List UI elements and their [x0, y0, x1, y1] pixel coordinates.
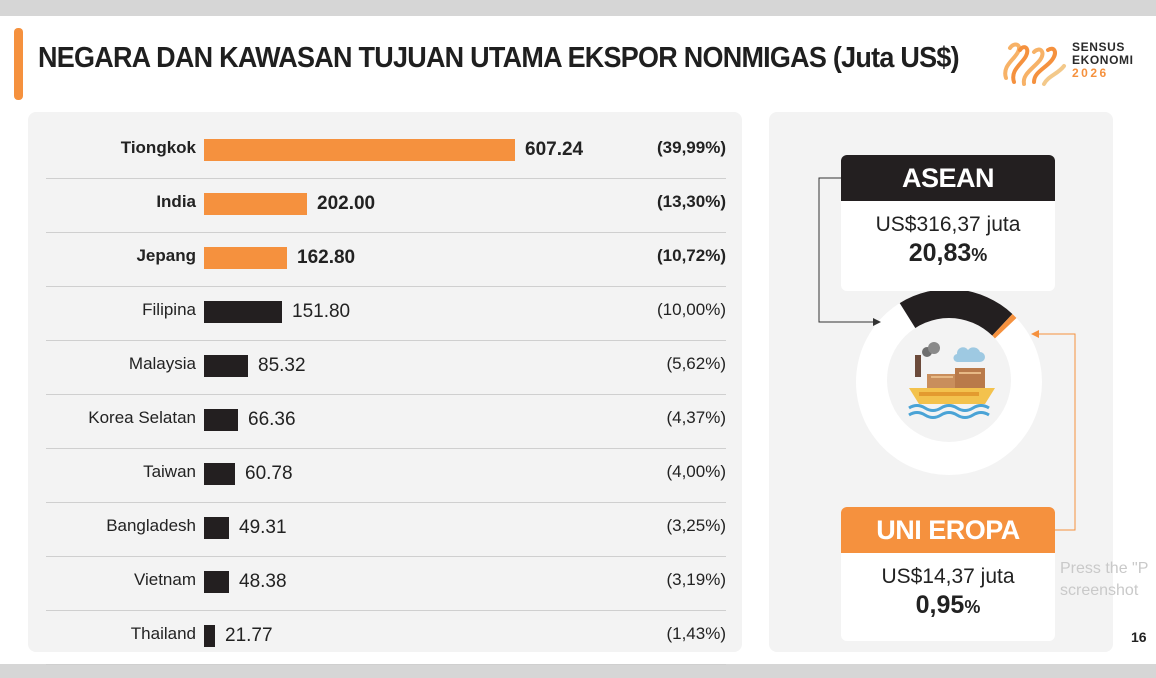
- eu-share-sign: %: [964, 597, 981, 617]
- overlay-hint-line-1: Press the "P: [1060, 560, 1149, 577]
- data-label: 85.32: [258, 355, 306, 376]
- logo-line-3: 2026: [1072, 66, 1109, 80]
- bar-mark: [204, 193, 307, 215]
- bar-mark: [204, 571, 229, 593]
- title-accent-bar: [14, 28, 23, 100]
- row-divider: [46, 664, 726, 665]
- region-gauge: [818, 177, 1076, 531]
- data-label: 202.00: [317, 193, 376, 214]
- category-label: Filipina: [142, 300, 196, 319]
- logo-line-2: EKONOMI: [1072, 53, 1134, 67]
- eu-share: 0,95%: [841, 591, 1055, 620]
- data-label: 66.36: [248, 409, 296, 430]
- category-label: Vietnam: [133, 570, 196, 589]
- data-label: 607.24: [525, 139, 584, 160]
- asean-share-sign: %: [971, 245, 988, 265]
- eu-share-number: 0,95: [915, 591, 965, 619]
- asean-amount: US$316,37 juta: [875, 213, 1021, 236]
- row-divider: [46, 610, 726, 611]
- share-label: (10,72%): [657, 246, 726, 265]
- category-label: Malaysia: [128, 354, 196, 373]
- share-label: (39,99%): [657, 138, 726, 157]
- bar-mark: [204, 247, 287, 269]
- gauge-asean-arc: [899, 289, 1013, 337]
- category-label: Korea Selatan: [88, 408, 196, 427]
- overlay-hint-line-2: screenshot: [1060, 582, 1139, 599]
- asean-card-header: ASEAN: [841, 155, 1055, 201]
- share-label: (4,37%): [666, 408, 726, 427]
- cargo-ship-icon: [908, 342, 995, 419]
- category-label: Tiongkok: [120, 138, 196, 157]
- data-label: 151.80: [292, 301, 351, 322]
- share-label: (3,19%): [666, 570, 726, 589]
- logo-line-1: SENSUS: [1072, 40, 1125, 54]
- chart-row: Malaysia 85.32 (5,62%): [46, 341, 726, 395]
- logo-text: SENSUS EKONOMI 2026: [1072, 41, 1134, 80]
- sensus-ekonomi-logo: SENSUS EKONOMI 2026: [1000, 38, 1140, 88]
- bar-mark: [204, 517, 229, 539]
- eu-card: UNI EROPA US$14,37 juta 0,95%: [841, 507, 1055, 641]
- row-divider: [46, 340, 726, 341]
- row-divider: [46, 502, 726, 503]
- page-title: NEGARA DAN KAWASAN TUJUAN UTAMA EKSPOR N…: [38, 42, 960, 74]
- slide: NEGARA DAN KAWASAN TUJUAN UTAMA EKSPOR N…: [0, 16, 1156, 665]
- bar-mark: [204, 409, 238, 431]
- bar-chart-panel: Tiongkok 607.24 (39,99%) India 202.00 (13,30%…: [28, 112, 742, 665]
- chart-row: Taiwan 60.78 (4,00%): [46, 449, 726, 503]
- category-label: Thailand: [130, 624, 196, 643]
- row-divider: [46, 556, 726, 557]
- data-label: 21.77: [225, 625, 273, 646]
- asean-connector-line: [818, 177, 874, 323]
- chart-row: Filipina 151.80 (10,00%): [46, 287, 726, 341]
- eu-connector-line: [1039, 333, 1076, 531]
- asean-card: ASEAN US$316,37 juta 20,83%: [841, 155, 1055, 291]
- asean-connector-arrowhead: [873, 318, 881, 326]
- bar-mark: [204, 301, 282, 323]
- share-label: (3,25%): [666, 516, 726, 535]
- row-divider: [46, 394, 726, 395]
- chart-row: Korea Selatan 66.36 (4,37%): [46, 395, 726, 449]
- share-label: (13,30%): [657, 192, 726, 211]
- chart-row: Vietnam 48.38 (3,19%): [46, 557, 726, 611]
- overlay-hint-text: Press the "P screenshot: [1060, 558, 1148, 602]
- eu-connector-arrowhead: [1031, 330, 1039, 338]
- row-divider: [46, 178, 726, 179]
- asean-share: 20,83%: [841, 239, 1055, 268]
- row-divider: [46, 286, 726, 287]
- bar-mark: [204, 355, 248, 377]
- bar-mark: [204, 463, 235, 485]
- category-label: Taiwan: [143, 462, 196, 481]
- data-label: 60.78: [245, 463, 293, 484]
- share-label: (4,00%): [666, 462, 726, 481]
- data-label: 49.31: [239, 517, 287, 538]
- page-number: 16: [1131, 629, 1147, 645]
- share-label: (5,62%): [666, 354, 726, 373]
- chart-row: India 202.00 (13,30%): [46, 179, 726, 233]
- regions-panel: ASEAN US$316,37 juta 20,83% UNI EROPA US…: [769, 112, 1113, 652]
- category-label: Jepang: [136, 246, 196, 265]
- row-divider: [46, 448, 726, 449]
- data-label: 48.38: [239, 571, 287, 592]
- logo-mark-icon: [1003, 42, 1066, 86]
- chart-row: Bangladesh 49.31 (3,25%): [46, 503, 726, 557]
- eu-card-header: UNI EROPA: [841, 507, 1055, 553]
- chart-row: Thailand 21.77 (1,43%): [46, 611, 726, 665]
- category-label: Bangladesh: [106, 516, 196, 535]
- category-label: India: [156, 192, 196, 211]
- eu-amount: US$14,37 juta: [881, 565, 1015, 588]
- row-divider: [46, 232, 726, 233]
- data-label: 162.80: [297, 247, 356, 268]
- bar-mark: [204, 625, 215, 647]
- bar-mark: [204, 139, 515, 161]
- asean-share-number: 20,83: [908, 239, 972, 267]
- share-label: (1,43%): [666, 624, 726, 643]
- chart-row: Tiongkok 607.24 (39,99%): [46, 125, 726, 179]
- gauge-eu-arc: [991, 313, 1017, 340]
- chart-row: Jepang 162.80 (10,72%): [46, 233, 726, 287]
- share-label: (10,00%): [657, 300, 726, 319]
